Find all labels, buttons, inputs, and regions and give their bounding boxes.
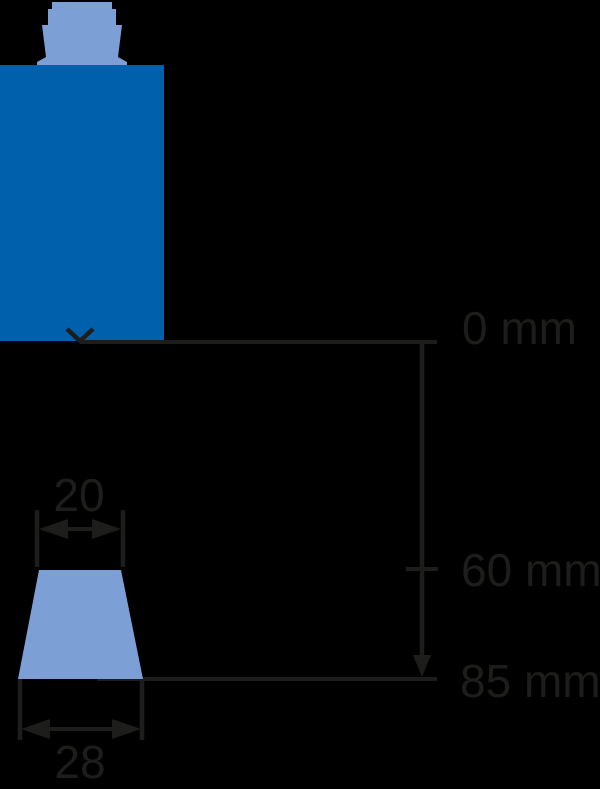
target-bottom-width-dimension — [17, 679, 145, 740]
label-target-bottom-width: 28 — [54, 736, 105, 788]
down-arrowhead-icon — [413, 655, 431, 677]
label-max-mm: 85 mm — [460, 655, 600, 707]
left-arrowhead-icon — [21, 719, 50, 739]
target-top-width-dimension — [34, 510, 126, 567]
sensor-cap — [37, 2, 127, 66]
target-shape — [18, 570, 143, 679]
label-target-top-width: 20 — [53, 469, 104, 521]
left-arrowhead-icon — [39, 519, 68, 539]
sensor-body — [0, 65, 164, 341]
label-sixty-mm: 60 mm — [461, 544, 600, 596]
label-zero-mm: 0 mm — [462, 302, 577, 354]
right-arrowhead-icon — [112, 719, 141, 739]
right-arrowhead-icon — [92, 519, 121, 539]
